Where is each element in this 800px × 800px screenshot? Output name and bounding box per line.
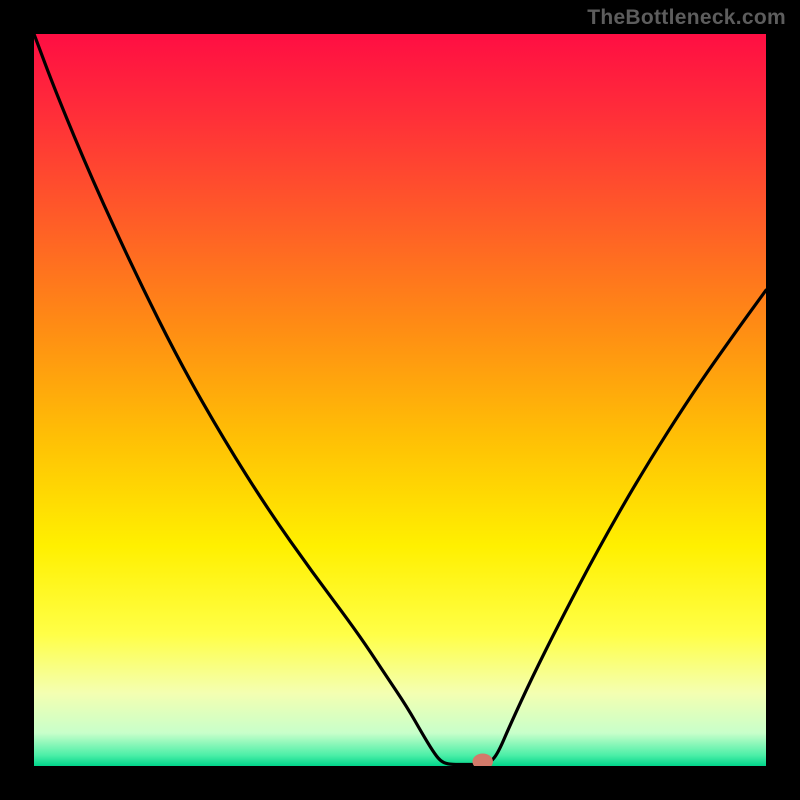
watermark-label: TheBottleneck.com [587, 6, 786, 30]
plot-area [34, 34, 766, 766]
plot-background [34, 34, 766, 766]
plot-svg [34, 34, 766, 766]
chart-frame: TheBottleneck.com [0, 0, 800, 800]
